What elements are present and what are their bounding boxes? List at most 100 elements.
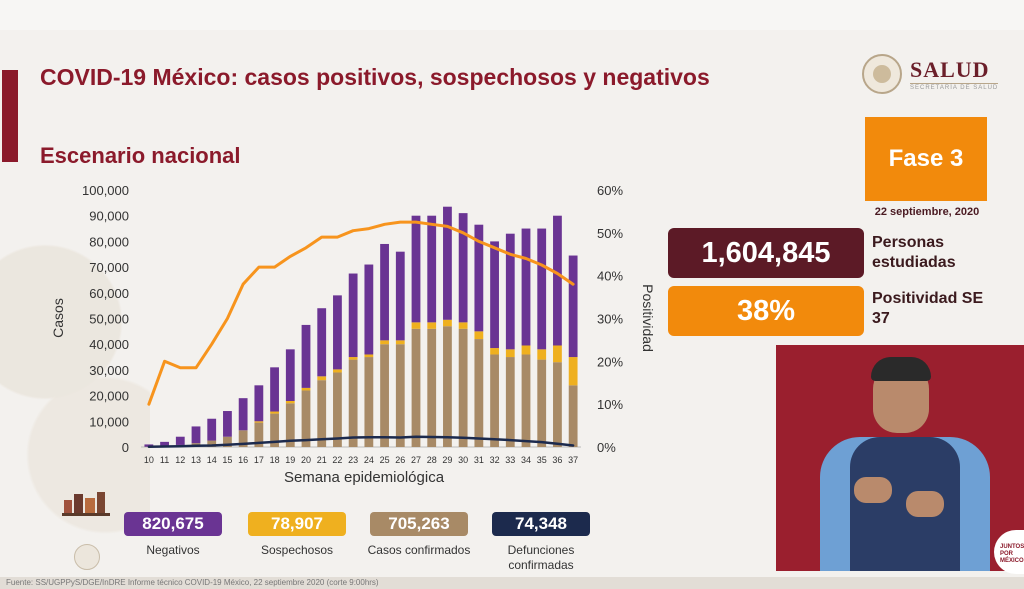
bar-segment xyxy=(568,385,578,447)
seal-icon xyxy=(74,544,100,570)
bar-segment xyxy=(333,295,342,370)
bar-segment xyxy=(458,213,468,323)
x-tick-label: 15 xyxy=(222,455,232,465)
y2-tick-label: 60% xyxy=(597,183,623,198)
y-tick-label: 40,000 xyxy=(89,337,129,352)
bar-segment xyxy=(521,228,531,346)
footer: Fuente: SS/UGPPyS/DGE/InDRE Informe técn… xyxy=(0,577,1024,589)
stat-personas-value: 1,604,845 xyxy=(668,228,864,278)
logo-word: SALUD xyxy=(910,57,990,82)
bar-segment xyxy=(364,264,374,355)
juntos-badge: JUNTOS POR MÉXICO xyxy=(994,530,1024,574)
bar-segment xyxy=(443,326,452,447)
x-tick-label: 11 xyxy=(160,455,169,465)
y-tick-label: 70,000 xyxy=(89,260,129,275)
bar-segment xyxy=(427,328,437,447)
x-tick-label: 29 xyxy=(442,455,452,465)
positividad-line xyxy=(147,220,575,406)
bar-segment xyxy=(333,369,342,373)
bar-segment xyxy=(238,430,248,447)
bar-segment xyxy=(395,251,405,341)
salud-logo: SALUD SECRETARÍA DE SALUD xyxy=(862,54,999,94)
y2-tick-label: 0% xyxy=(597,440,616,455)
bar-segment xyxy=(553,362,562,447)
bar-segment xyxy=(458,328,468,447)
y-tick-label: 50,000 xyxy=(89,312,129,327)
y-axis-label: Casos xyxy=(50,298,66,338)
summary-sospechosos-label: Sospechosos xyxy=(260,543,334,557)
bar-segment xyxy=(568,357,578,386)
y-tick-label: 100,000 xyxy=(82,183,129,198)
y-tick-label: 80,000 xyxy=(89,234,129,249)
summary-defunciones-value: 74,348 xyxy=(492,512,590,536)
y-tick-label: 10,000 xyxy=(89,414,129,429)
bar-segment xyxy=(270,411,279,414)
bar-segment xyxy=(505,349,515,358)
bar-segment xyxy=(553,215,562,346)
y2-tick-label: 50% xyxy=(597,226,623,241)
bar-segment xyxy=(348,359,358,447)
x-tick-label: 21 xyxy=(317,455,327,465)
x-tick-label: 33 xyxy=(505,455,515,465)
bar-segment xyxy=(490,241,499,349)
defunciones-line xyxy=(147,435,575,449)
x-tick-label: 27 xyxy=(411,455,421,465)
logo-subtext: SECRETARÍA DE SALUD xyxy=(910,83,999,91)
accent-bar xyxy=(2,70,18,162)
juntos-badge-text: JUNTOS POR MÉXICO xyxy=(1000,544,1024,564)
x-tick-label: 20 xyxy=(301,455,311,465)
sign-language-video xyxy=(776,345,1024,571)
footer-source: Fuente: SS/UGPPyS/DGE/InDRE Informe técn… xyxy=(6,578,379,587)
bar-segment xyxy=(364,354,374,358)
bar-segment xyxy=(443,319,452,327)
bar-segment xyxy=(395,340,405,345)
bar-segment xyxy=(474,224,484,332)
y-tick-label: 0 xyxy=(122,440,129,455)
bar-segment xyxy=(270,367,279,412)
x-tick-label: 14 xyxy=(207,455,217,465)
x-tick-label: 19 xyxy=(285,455,295,465)
bar-segment xyxy=(223,436,232,447)
x-tick-label: 35 xyxy=(537,455,547,465)
summary-negativos-label: Negativos xyxy=(146,543,200,557)
bar-segment xyxy=(427,215,437,323)
bar-segment xyxy=(254,421,264,423)
bar-segment xyxy=(537,228,547,350)
x-axis-label: Semana epidemiológica xyxy=(284,469,445,486)
interpreter-hand-left xyxy=(854,477,892,503)
bar-segment xyxy=(395,344,405,447)
bar-segment xyxy=(553,345,562,363)
bar-segment xyxy=(521,354,531,447)
y2-tick-label: 10% xyxy=(597,397,623,412)
bar-segment xyxy=(380,340,389,345)
page-subtitle: Escenario nacional xyxy=(40,143,241,168)
bar-segment xyxy=(160,441,169,447)
x-tick-label: 34 xyxy=(521,455,531,465)
summary-defunciones-label: Defunciones confirmadas xyxy=(507,543,575,572)
stat-positividad-value: 38% xyxy=(668,286,864,336)
y-tick-label: 30,000 xyxy=(89,363,129,378)
bar-segment xyxy=(175,436,185,445)
bar-segment xyxy=(458,322,468,329)
bar-segment xyxy=(301,387,311,391)
bar-segment xyxy=(537,359,547,447)
x-tick-label: 18 xyxy=(270,455,280,465)
summary-confirmados-label: Casos confirmados xyxy=(367,543,471,557)
y-tick-label: 60,000 xyxy=(89,286,129,301)
bar-segment xyxy=(474,331,484,340)
x-tick-label: 17 xyxy=(254,455,264,465)
bar-segment xyxy=(223,411,232,437)
bar-segment xyxy=(333,372,342,447)
bar-segment xyxy=(317,376,327,381)
page-title: COVID-19 México: casos positivos, sospec… xyxy=(40,64,710,90)
x-tick-label: 13 xyxy=(191,455,201,465)
bar-segment xyxy=(207,440,217,447)
bar-segment xyxy=(474,339,484,447)
y2-tick-label: 20% xyxy=(597,354,623,369)
eagle-seal-icon xyxy=(862,54,902,94)
x-tick-label: 25 xyxy=(380,455,390,465)
bar-segment xyxy=(568,255,578,358)
y2-axis-label: Positividad xyxy=(640,284,656,352)
interpreter-hand-right xyxy=(906,491,944,517)
